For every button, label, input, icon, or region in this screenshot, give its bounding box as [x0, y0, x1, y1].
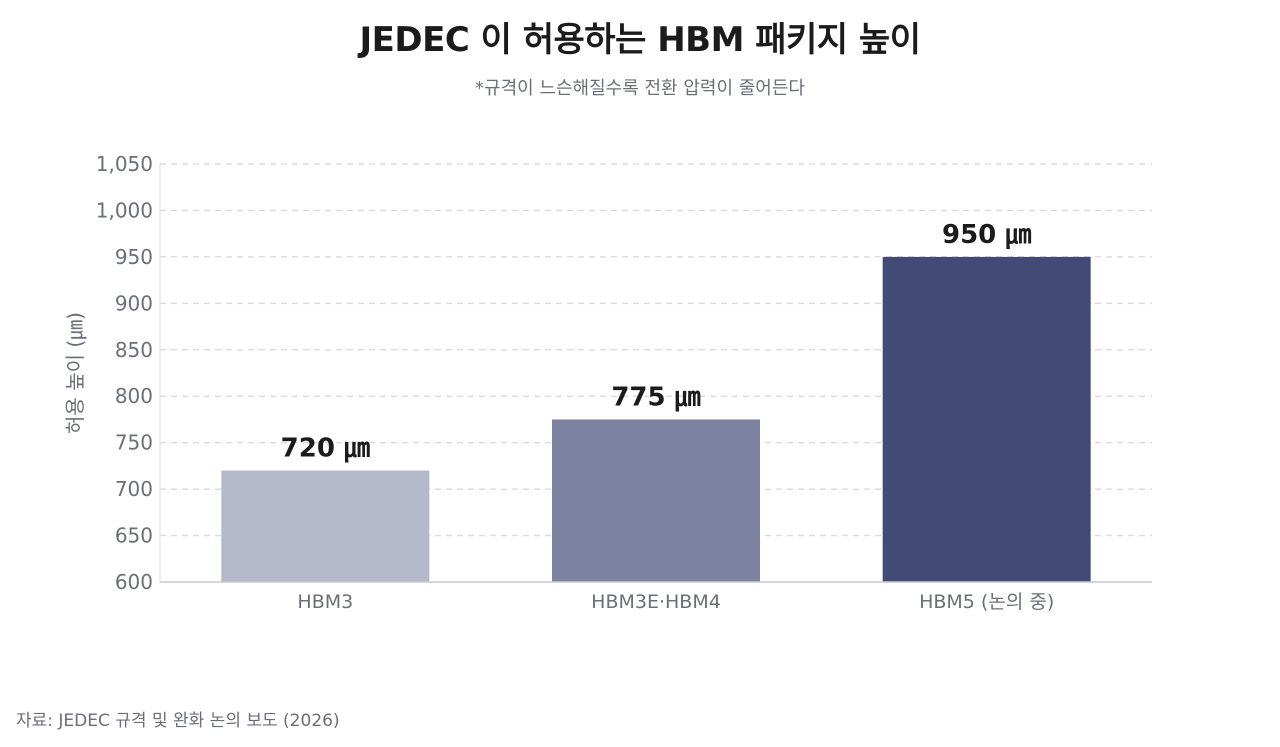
data-label: 950 ㎛ — [942, 220, 1031, 250]
chart-subtitle: *규격이 느슨해질수록 전환 압력이 줄어든다 — [475, 78, 805, 99]
data-label: 775 ㎛ — [611, 382, 700, 412]
bar — [882, 256, 1091, 582]
x-tick-labels: HBM3 HBM3E·HBM4 HBM5 (논의 중) — [297, 591, 1054, 613]
y-tick-label: 950 — [115, 245, 153, 269]
y-tick-label: 600 — [115, 570, 153, 594]
y-tick-labels: 600 650 700 750 800 850 900 950 1,000 1,050 — [96, 152, 153, 594]
y-tick-label: 900 — [115, 291, 153, 315]
y-tick-label: 1,000 — [96, 198, 153, 222]
y-tick-label: 700 — [115, 477, 153, 501]
x-tick-label: HBM3E·HBM4 — [591, 591, 721, 613]
chart-title: JEDEC 이 허용하는 HBM 패키지 높이 — [359, 20, 921, 60]
y-tick-label: 850 — [115, 338, 153, 362]
x-tick-label: HBM5 (논의 중) — [919, 591, 1054, 613]
x-tick-label: HBM3 — [297, 591, 353, 613]
y-tick-label: 650 — [115, 524, 153, 548]
y-tick-label: 800 — [115, 384, 153, 408]
bars — [221, 256, 1091, 582]
y-tick-label: 750 — [115, 431, 153, 455]
bar — [221, 470, 430, 582]
bar-chart: 600 650 700 750 800 850 900 950 1,000 1,050 720 ㎛… — [63, 152, 1152, 613]
y-axis-label: 허용 높이 (㎛) — [63, 312, 87, 434]
bar — [552, 419, 760, 582]
y-tick-label: 1,050 — [96, 152, 153, 176]
source-note: 자료: JEDEC 규격 및 완화 논의 보도 (2026) — [16, 711, 340, 731]
data-labels: 720 ㎛ 775 ㎛ 950 ㎛ — [281, 220, 1032, 464]
data-label: 720 ㎛ — [281, 434, 370, 464]
